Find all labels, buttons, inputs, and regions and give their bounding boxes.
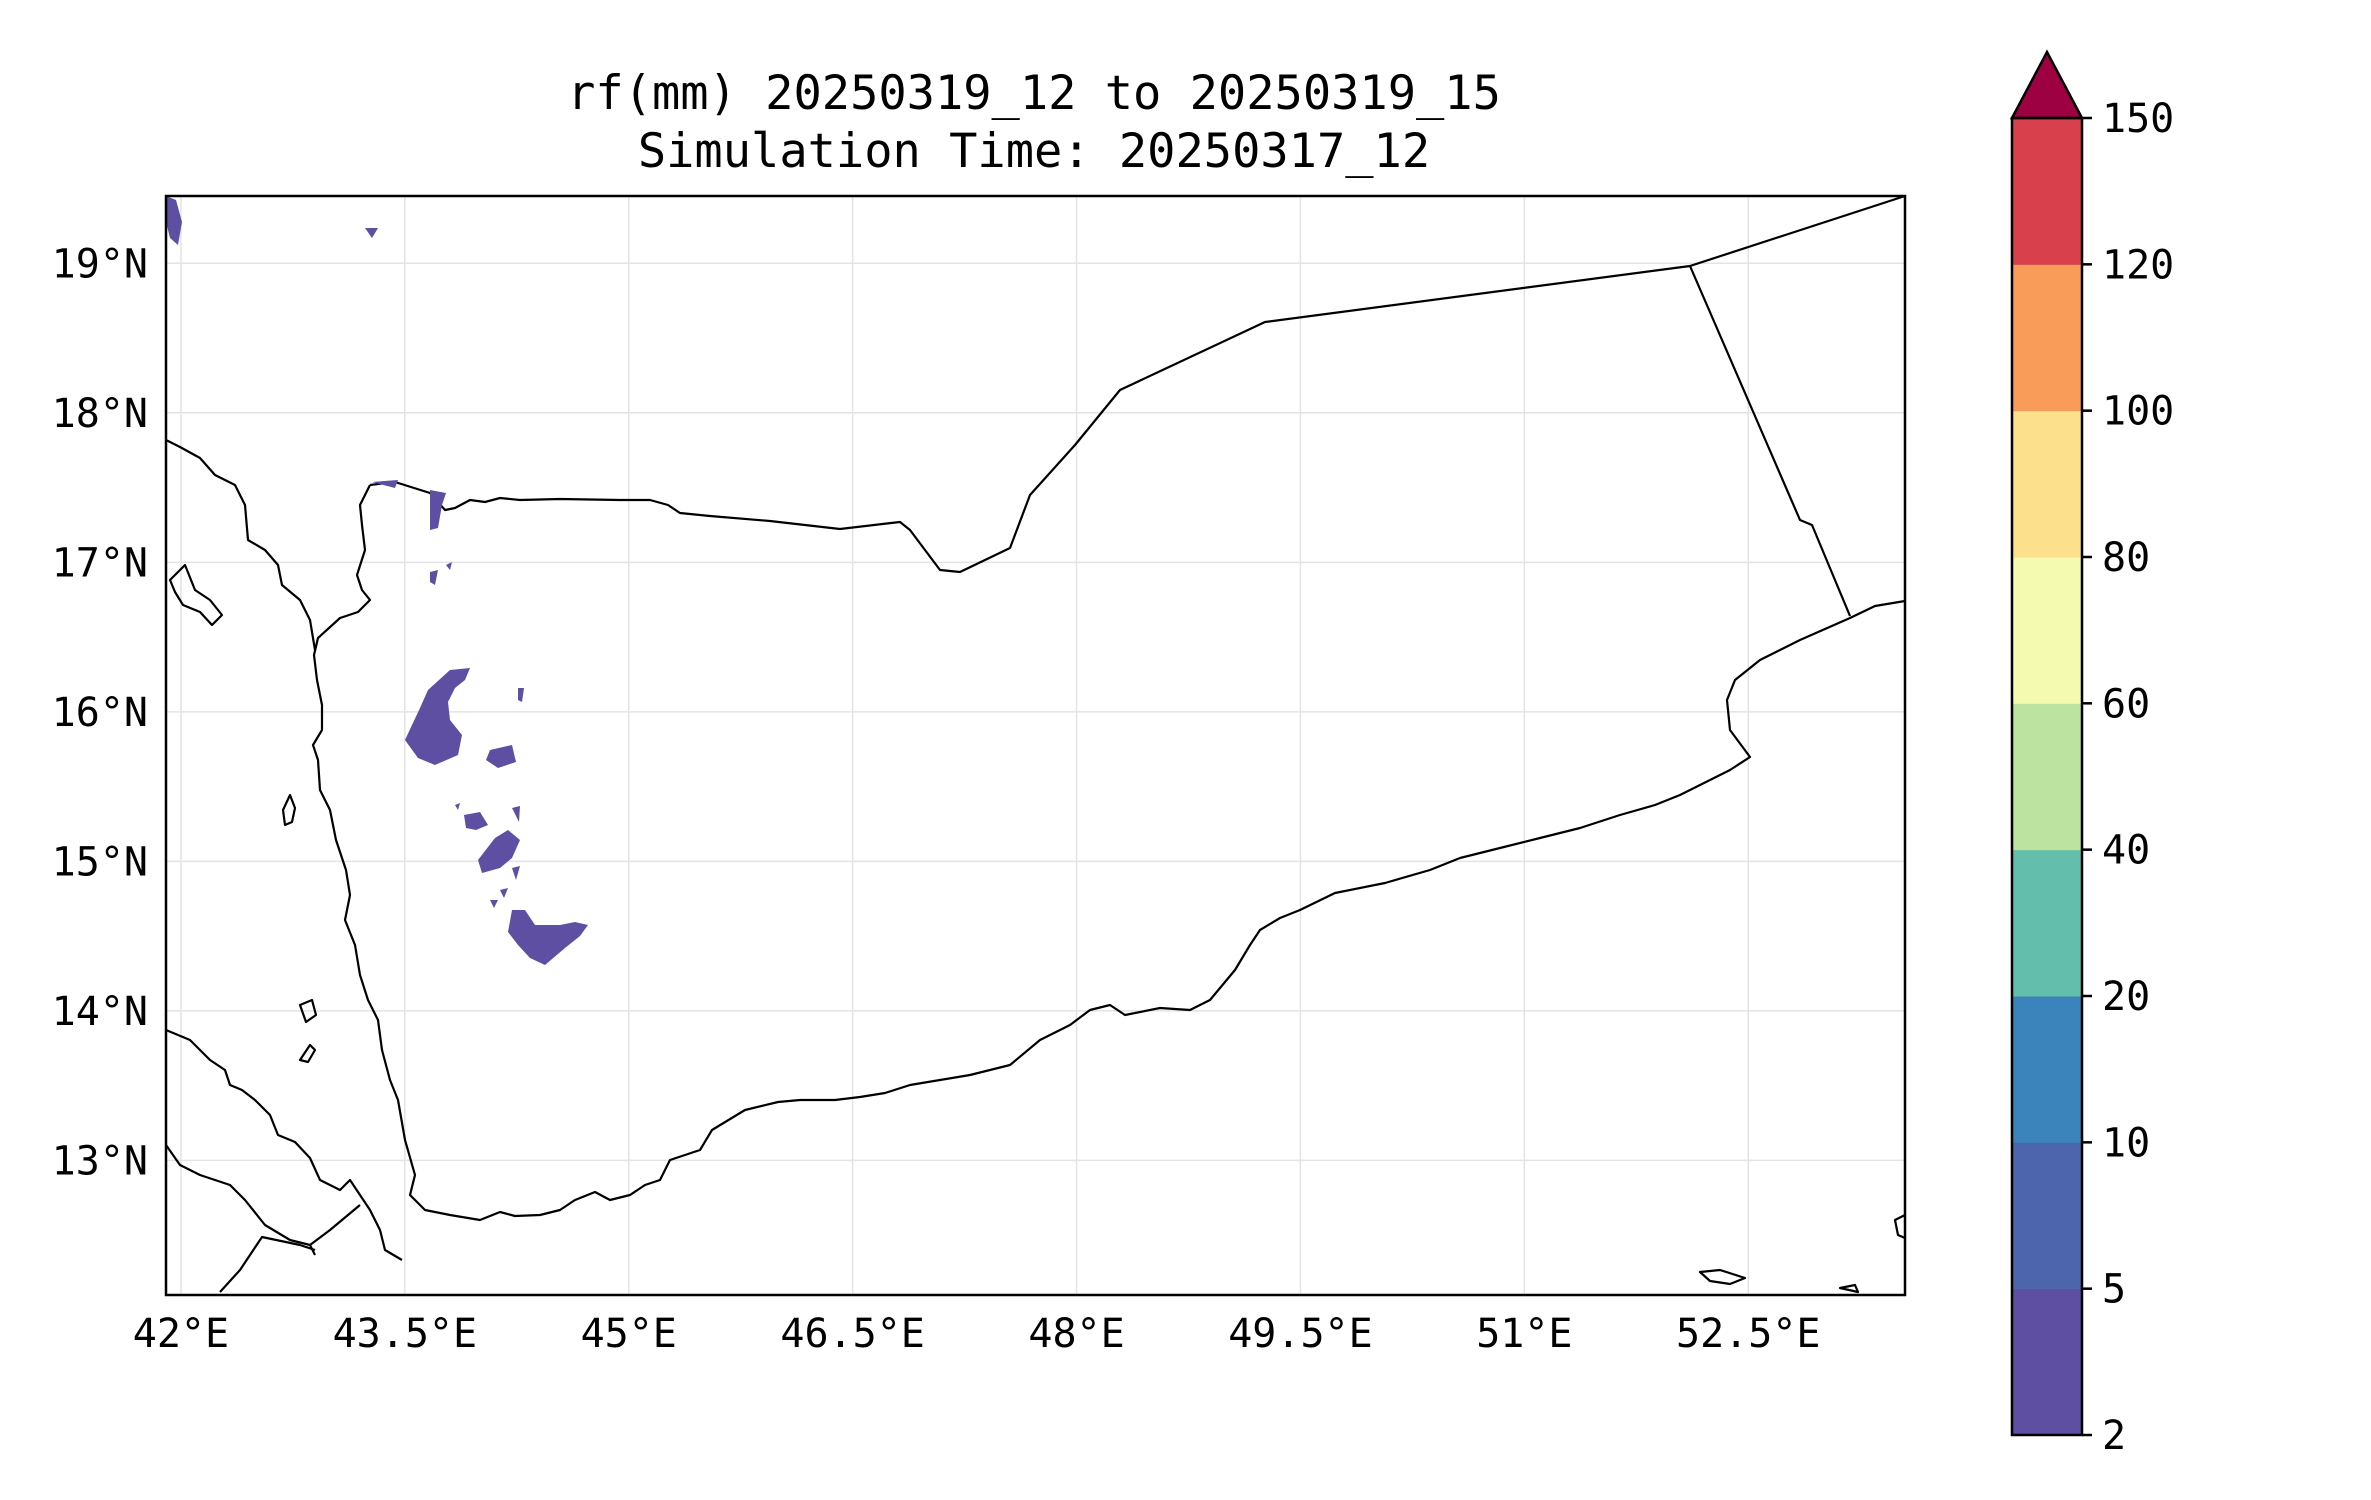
- colorbar-tick-label: 10: [2102, 1120, 2150, 1166]
- rain-patch: [430, 490, 446, 530]
- colorbar-segment: [2012, 1142, 2082, 1290]
- colorbar-segment: [2012, 1288, 2082, 1436]
- lat-tick-label: 19°N: [52, 241, 148, 287]
- axis-ticks: 42°E 43.5°E 45°E 46.5°E 48°E 49.5°E 51°E 52.5°E…: [52, 241, 1821, 1357]
- colorbar-tick-label: 120: [2102, 242, 2174, 288]
- map-title-line-1: rf(mm) 20250319_12 to 20250319_15: [567, 66, 1501, 121]
- rain-patch: [500, 888, 508, 898]
- colorbar-tick-label: 5: [2102, 1267, 2126, 1313]
- map-axes: [164, 194, 1907, 1297]
- lat-tick-label: 15°N: [52, 839, 148, 885]
- rain-patch: [464, 812, 488, 830]
- colorbar-frame: [2010, 116, 2084, 1437]
- dahlak-island: [168, 563, 224, 627]
- rainfall-patches: [166, 196, 588, 965]
- lon-tick-label: 49.5°E: [1228, 1311, 1373, 1357]
- map-frame: [164, 194, 1907, 1297]
- colorbar-segment: [2012, 703, 2082, 851]
- colorbar-segment: [2012, 557, 2082, 704]
- yemen-oman-border: [1688, 265, 1852, 617]
- lat-tick-label: 14°N: [52, 989, 148, 1035]
- zuqar-island: [298, 1043, 317, 1064]
- lat-tick-label: 18°N: [52, 391, 148, 437]
- djibouti-border: [309, 1204, 361, 1246]
- rain-patch: [166, 196, 182, 245]
- rain-patch: [508, 910, 588, 965]
- colorbar-tick-label: 100: [2102, 389, 2174, 435]
- lon-tick-label: 45°E: [581, 1311, 677, 1357]
- colorbar-segment: [2012, 849, 2082, 997]
- horn-coast: [165, 1028, 403, 1261]
- lat-tick-label: 13°N: [52, 1138, 148, 1184]
- red-sea-coast-arabia: [311, 484, 1906, 1222]
- rain-patch: [455, 803, 460, 810]
- kamaran-island: [298, 998, 318, 1024]
- socotra-edge: [1893, 1214, 1906, 1240]
- rain-patch: [430, 570, 438, 585]
- colorbar-tick-label: 80: [2102, 535, 2150, 581]
- colorbar-tick-label: 60: [2102, 681, 2150, 727]
- colorbar-segment: [2012, 996, 2082, 1143]
- farasan-island: [281, 793, 297, 827]
- rain-patch: [490, 900, 498, 908]
- colorbar-segment: [2012, 118, 2082, 265]
- rain-patch: [372, 480, 398, 488]
- colorbar-segment: [2012, 264, 2082, 412]
- lon-tick-label: 42°E: [133, 1311, 229, 1357]
- lon-tick-label: 46.5°E: [780, 1311, 925, 1357]
- ethiopia-djibouti-border: [219, 1235, 316, 1293]
- gridlines: [166, 196, 1905, 1295]
- rain-patch: [446, 562, 452, 570]
- rain-patch: [512, 806, 520, 822]
- eritrea-ethiopia-border: [165, 1144, 316, 1256]
- rain-patch: [486, 745, 516, 768]
- colorbar-tick-label: 20: [2102, 974, 2150, 1020]
- colorbar-tick-label: 40: [2102, 828, 2150, 874]
- samha-island: [1838, 1283, 1860, 1294]
- lon-tick-label: 51°E: [1476, 1311, 1572, 1357]
- abd-al-kuri-island: [1698, 1268, 1747, 1286]
- colorbar-extend-arrow: [2009, 49, 2085, 120]
- colorbar-segment: [2012, 410, 2082, 558]
- rain-patch: [405, 668, 470, 765]
- colorbar-tick-label: 150: [2102, 96, 2174, 142]
- colorbar-tick-label: 2: [2102, 1413, 2126, 1459]
- rain-patch: [365, 228, 378, 238]
- lat-tick-label: 17°N: [52, 540, 148, 586]
- eritrea-coast: [165, 439, 317, 651]
- rain-patch: [512, 866, 520, 880]
- lon-tick-label: 48°E: [1028, 1311, 1124, 1357]
- colorbar: 2 5 10 20 40 60 80 100 120 150: [2009, 49, 2174, 1459]
- lon-tick-label: 43.5°E: [333, 1311, 478, 1357]
- map-title-line-2: Simulation Time: 20250317_12: [637, 124, 1431, 179]
- rain-patch: [478, 830, 520, 873]
- yemen-saudi-border: [369, 194, 1906, 574]
- lon-tick-label: 52.5°E: [1676, 1311, 1821, 1357]
- coastlines-borders: [165, 194, 1906, 1294]
- lat-tick-label: 16°N: [52, 690, 148, 736]
- rain-patch: [518, 688, 524, 702]
